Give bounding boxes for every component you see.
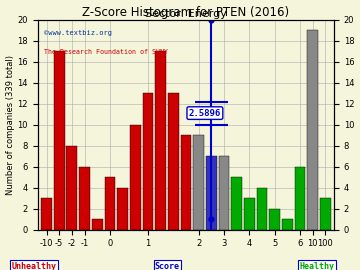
Bar [193,135,204,230]
Text: Unhealthy: Unhealthy [12,262,57,270]
Bar [92,219,103,230]
Bar [79,167,90,230]
Bar [130,125,141,230]
Bar [168,93,179,230]
Bar [143,93,153,230]
Bar [244,198,255,230]
Bar [54,51,64,230]
Y-axis label: Number of companies (339 total): Number of companies (339 total) [5,55,14,195]
Bar [67,146,77,230]
Text: Healthy: Healthy [299,262,334,270]
Bar [231,177,242,230]
Bar [307,30,318,230]
Bar [269,208,280,230]
Bar [104,177,115,230]
Bar [219,156,229,230]
Text: Score: Score [155,262,180,270]
Bar [294,167,305,230]
Bar [282,219,293,230]
Text: ©www.textbiz.org: ©www.textbiz.org [44,30,112,36]
Title: Z-Score Histogram for PTEN (2016): Z-Score Histogram for PTEN (2016) [82,6,289,19]
Bar [155,51,166,230]
Bar [180,135,191,230]
Bar [41,198,52,230]
Bar [320,198,330,230]
Bar [206,156,217,230]
Text: 2.5896: 2.5896 [189,109,221,117]
Text: The Research Foundation of SUNY: The Research Foundation of SUNY [44,49,168,55]
Bar [257,188,267,230]
Text: Sector: Energy: Sector: Energy [145,9,227,19]
Bar [117,188,128,230]
